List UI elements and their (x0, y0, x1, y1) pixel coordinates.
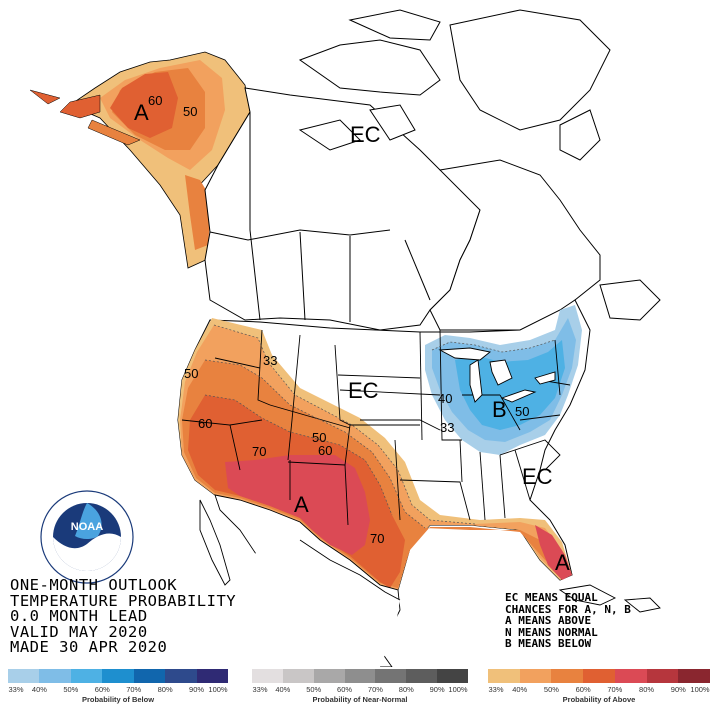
legend-note-line-2: CHANCES FOR A, N, B (505, 602, 631, 616)
below-scale-tick: 33% (8, 685, 24, 694)
conus-region (177, 299, 591, 591)
normal-scale-swatch (313, 669, 345, 683)
southwest-A-label: A (294, 492, 309, 517)
above-scale-swatch (551, 669, 584, 683)
below-scale-swatch (39, 669, 71, 683)
west-70-label: 70 (252, 444, 266, 459)
below-scale-bars (8, 669, 228, 683)
conus-above-70 (225, 455, 370, 555)
texas-70-label: 70 (370, 531, 384, 546)
normal-probability-scale: 33% 40% 50% 60% 70% 80% 90% 100% Probability of… (252, 669, 468, 707)
normal-scale-tick: 80% (398, 685, 414, 694)
normal-scale-tick: 100% (448, 685, 468, 694)
above-scale-swatch (583, 669, 615, 683)
below-scale-tick: 40% (31, 685, 47, 694)
outlook-title-block: ONE-MONTH OUTLOOK TEMPERATURE PROBABILIT… (10, 576, 237, 656)
canada-region (204, 9, 661, 331)
above-scale-caption: Probability of Above (562, 695, 636, 704)
above-scale-swatch (678, 669, 710, 683)
florida-above (535, 525, 572, 580)
above-probability-scale: 33% 40% 50% 60% 70% 80% 90% 100% Probability of… (488, 669, 710, 707)
normal-scale-swatch (252, 669, 283, 683)
normal-scale-tick: 90% (429, 685, 445, 694)
normal-scale-swatch (375, 669, 407, 683)
normal-scale-tick: 70% (367, 685, 383, 694)
alaska-A-label: A (134, 100, 149, 125)
canada-EC-label: EC (350, 122, 381, 147)
legend-note-line-4: N MEANS NORMAL (505, 625, 598, 639)
alaska-60-label: 60 (148, 93, 162, 108)
alaska-50-label: 50 (183, 104, 197, 119)
above-scale-tick: 40% (512, 685, 528, 694)
rockies-60-label: 60 (318, 443, 332, 458)
normal-scale-tick: 33% (252, 685, 268, 694)
normal-scale-swatch (282, 669, 314, 683)
above-scale-bars (488, 669, 710, 683)
above-scale-tick: 60% (575, 685, 591, 694)
below-scale-swatch (196, 669, 228, 683)
rockies-50-label: 50 (312, 430, 326, 445)
plains-EC-label: EC (348, 378, 379, 403)
below-probability-scale: 33% 40% 50% 60% 70% 80% 90% 100% Probability of… (8, 669, 228, 707)
legend-note-line-3: A MEANS ABOVE (505, 614, 592, 627)
title-line-1: ONE-MONTH OUTLOOK (10, 576, 178, 594)
below-scale-swatch (102, 669, 134, 683)
conus-below-50 (455, 340, 565, 430)
above-scale-ticks: 33% 40% 50% 60% 70% 80% 90% 100% (488, 683, 710, 695)
noaa-logo-text: NOAA (71, 521, 103, 533)
above-scale-swatch (519, 669, 552, 683)
east-50-label: 50 (515, 404, 529, 419)
alaska-above-60 (110, 72, 178, 138)
normal-scale-swatch (344, 669, 376, 683)
normal-scale-ticks: 33% 40% 50% 60% 70% 80% 90% 100% (252, 683, 468, 695)
below-scale-swatch (70, 669, 103, 683)
normal-scale-swatch (406, 669, 438, 683)
normal-scale-swatch (437, 669, 468, 683)
above-scale-tick: 70% (607, 685, 623, 694)
above-scale-tick: 100% (690, 685, 710, 694)
below-scale-caption: Probability of Below (81, 695, 155, 704)
below-scale-tick: 100% (208, 685, 228, 694)
below-scale-swatch (165, 669, 197, 683)
above-scale-swatch (646, 669, 679, 683)
below-scale-tick: 50% (63, 685, 79, 694)
below-scale-tick: 60% (94, 685, 110, 694)
normal-scale-tick: 40% (275, 685, 291, 694)
southeast-EC-label: EC (522, 464, 553, 489)
west-33-label: 33 (263, 353, 277, 368)
legend-note-line-5: B MEANS BELOW (505, 637, 592, 650)
title-line-3: 0.0 MONTH LEAD (10, 607, 148, 625)
above-scale-swatch (614, 669, 647, 683)
below-scale-tick: 70% (126, 685, 142, 694)
below-scale-tick: 90% (189, 685, 205, 694)
below-scale-swatch (8, 669, 40, 683)
above-scale-tick: 33% (488, 685, 504, 694)
normal-scale-caption: Probability of Near-Normal (312, 695, 408, 704)
legend-note-line-1: EC MEANS EQUAL (505, 591, 598, 604)
normal-scale-tick: 60% (337, 685, 353, 694)
legend-note: EC MEANS EQUAL CHANCES FOR A, N, B A MEA… (505, 592, 631, 650)
normal-scale-bars (252, 669, 468, 683)
title-line-2: TEMPERATURE PROBABILITY (10, 591, 237, 610)
noaa-logo: NOAA (40, 490, 134, 584)
below-scale-swatch (133, 669, 166, 683)
normal-scale-tick: 50% (306, 685, 322, 694)
above-scale-swatch (488, 669, 520, 683)
above-scale-tick: 90% (670, 685, 686, 694)
alaska-region: A 60 50 (29, 51, 251, 269)
above-scale-tick: 80% (639, 685, 655, 694)
below-scale-ticks: 33% 40% 50% 60% 70% 80% 90% 100% (8, 683, 228, 695)
east-33-label: 33 (440, 420, 454, 435)
florida-A-label: A (555, 550, 570, 575)
title-line-5: MADE 30 APR 2020 (10, 638, 168, 656)
title-line-4: VALID MAY 2020 (10, 622, 148, 641)
west-50-label: 50 (184, 366, 198, 381)
west-60-label: 60 (198, 416, 212, 431)
above-scale-tick: 50% (543, 685, 559, 694)
east-40-label: 40 (438, 391, 452, 406)
below-scale-tick: 80% (157, 685, 173, 694)
east-B-label: B (492, 397, 507, 422)
